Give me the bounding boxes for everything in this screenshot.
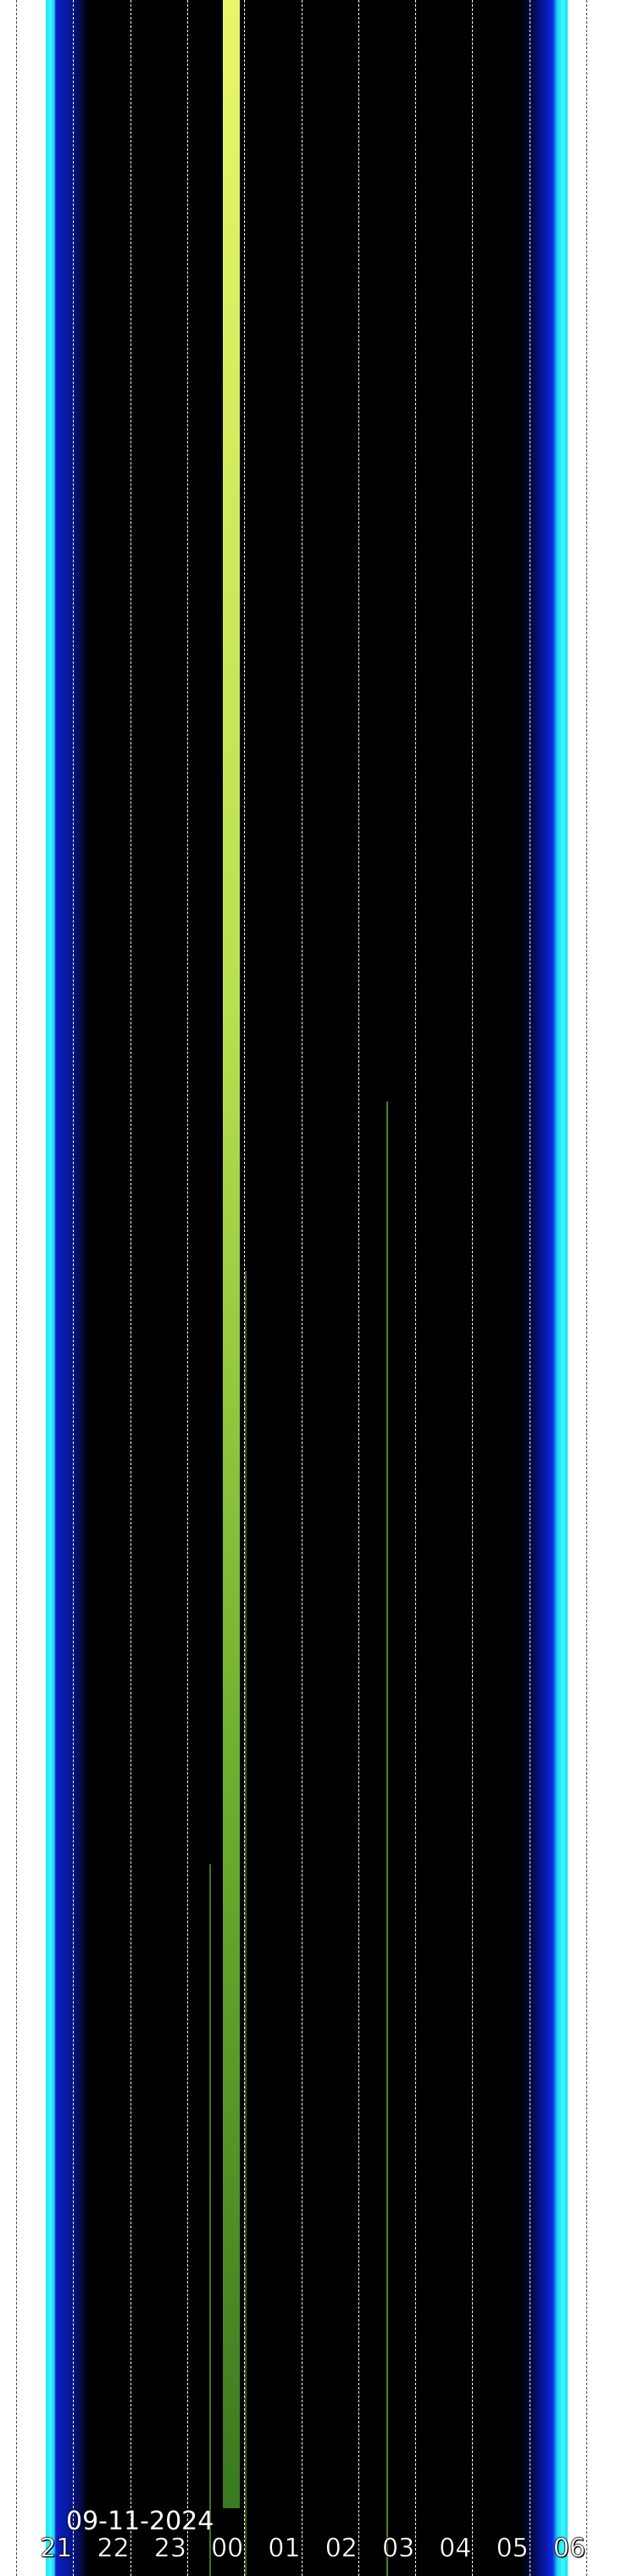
green-streak	[245, 1271, 247, 2576]
hour-gridline	[358, 0, 359, 2576]
x-tick-label: 02	[325, 2534, 358, 2564]
hour-gridline	[130, 0, 131, 2576]
x-tick-label: 21	[40, 2534, 73, 2564]
x-tick-label: 23	[153, 2534, 187, 2564]
hour-gridline	[472, 0, 474, 2576]
hour-gridline	[415, 0, 417, 2576]
hour-gridline	[16, 0, 17, 2576]
x-tick-label: 01	[268, 2534, 301, 2564]
x-tick-label: 03	[382, 2534, 415, 2564]
x-tick-label: 05	[496, 2534, 529, 2564]
hour-gridline	[186, 0, 188, 2576]
green-streak	[209, 1864, 211, 2576]
keogram-image	[46, 0, 568, 2576]
x-tick-label: 06	[552, 2534, 586, 2564]
date-label: 09-11-2024	[66, 2507, 214, 2536]
aurora-band	[223, 0, 240, 2508]
hour-gridline	[586, 0, 587, 2576]
green-streak	[386, 1102, 388, 2576]
x-tick-label: 04	[439, 2534, 472, 2564]
hour-gridline	[244, 0, 246, 2576]
x-tick-label: 22	[97, 2534, 130, 2564]
x-tick-label: 00	[211, 2534, 244, 2564]
hour-gridline	[73, 0, 75, 2576]
